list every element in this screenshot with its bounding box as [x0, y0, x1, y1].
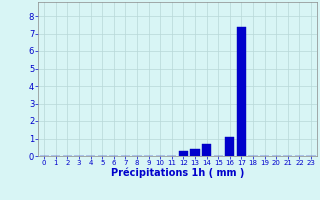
- Bar: [237, 26, 246, 156]
- Bar: [225, 137, 235, 156]
- Bar: [179, 151, 188, 156]
- Bar: [190, 149, 200, 156]
- X-axis label: Précipitations 1h ( mm ): Précipitations 1h ( mm ): [111, 168, 244, 178]
- Bar: [202, 144, 211, 156]
